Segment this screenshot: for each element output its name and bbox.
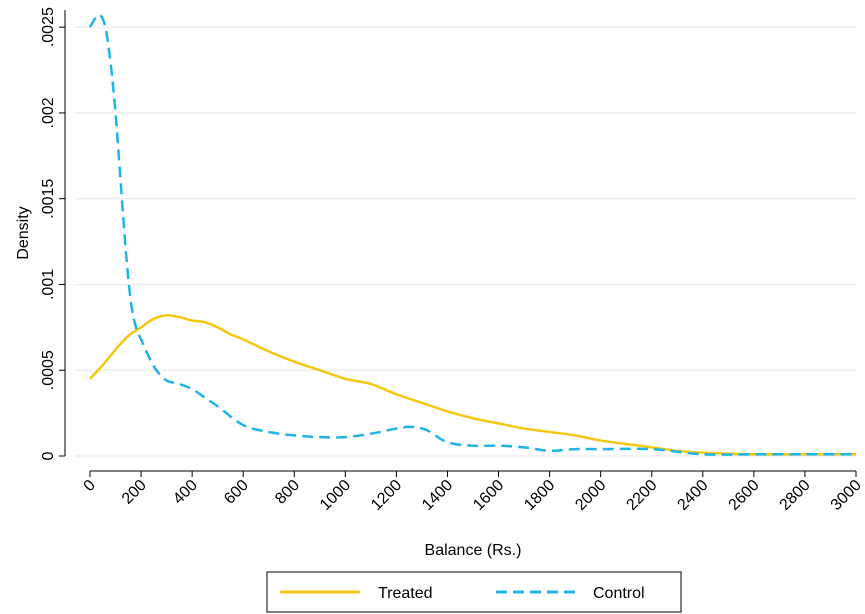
x-tick-label: 600 xyxy=(221,477,252,508)
x-tick-label: 1600 xyxy=(470,477,507,514)
x-tick-label: 2400 xyxy=(674,477,711,514)
legend-label-control: Control xyxy=(593,585,645,602)
x-tick-label: 2200 xyxy=(623,477,660,514)
x-tick-label: 1200 xyxy=(368,477,405,514)
y-tick-label: 0 xyxy=(40,451,57,460)
x-axis: 0 200 400 600 800 1000 1200 1400 1600 1800 2000 220… xyxy=(81,470,865,514)
y-tick-label: .0025 xyxy=(40,7,57,47)
gridlines xyxy=(75,26,856,457)
y-tick-label: .0015 xyxy=(40,179,57,219)
y-axis: 0 .0005 .001 .0015 .002 .0025 xyxy=(40,7,66,460)
legend-label-treated: Treated xyxy=(378,585,433,602)
x-tick-label: 800 xyxy=(272,477,303,508)
x-axis-title: Balance (Rs.) xyxy=(425,542,522,559)
series-lines xyxy=(88,13,856,456)
x-tick-label: 200 xyxy=(119,477,150,508)
x-tick-label: 3000 xyxy=(828,477,865,514)
series-line-treated xyxy=(89,314,856,456)
x-tick-label: 400 xyxy=(170,477,201,508)
x-tick-label: 0 xyxy=(81,477,99,495)
x-tick-label: 1400 xyxy=(419,477,456,514)
x-tick-label: 2800 xyxy=(777,477,814,514)
x-tick-label: 2600 xyxy=(726,477,763,514)
y-tick-label: .0005 xyxy=(40,350,57,390)
x-tick-label: 1000 xyxy=(317,477,354,514)
y-tick-label: .001 xyxy=(40,269,57,300)
x-tick-label: 2000 xyxy=(572,477,609,514)
x-tick-label: 1800 xyxy=(521,477,558,514)
y-tick-label: .002 xyxy=(40,97,57,128)
series-line-control xyxy=(88,13,856,456)
y-axis-title: Density xyxy=(15,206,32,259)
legend: Treated Control xyxy=(266,571,682,613)
